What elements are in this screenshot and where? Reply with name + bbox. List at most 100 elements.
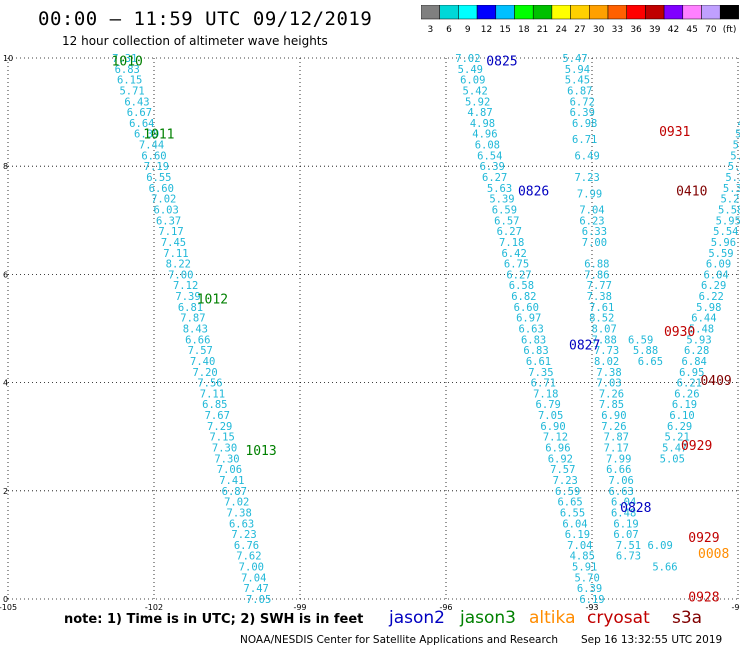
data-point-s3a: 5.60: [735, 129, 740, 141]
data-point-jason3: 6.03: [154, 204, 179, 216]
data-point-cryosat: 7.86: [584, 269, 609, 281]
data-point-jason2: 6.60: [514, 302, 539, 314]
note-text: note: 1) Time is in UTC; 2) SWH is in fe…: [64, 612, 364, 627]
data-point-cryosat: 6.72: [570, 96, 595, 108]
data-point-jason3: 7.23: [231, 529, 256, 541]
colorbar-tick-label: 15: [499, 25, 510, 35]
pass-label: 0825: [486, 55, 517, 70]
data-point-jason2: 6.39: [480, 161, 505, 173]
data-point-s3a: 5.11: [728, 161, 740, 173]
footer-timestamp: Sep 16 13:32:55 UTC 2019: [581, 634, 723, 646]
data-point-s3a: 5.23: [720, 194, 740, 206]
data-point-s3a: 5.21: [665, 432, 690, 444]
data-point-jason3: 7.44: [139, 140, 164, 152]
x-tick-label: -96: [439, 603, 452, 612]
data-point-jason2: 7.18: [533, 388, 558, 400]
data-point-jason2: 7.05: [538, 410, 563, 422]
data-point-cryosat: 6.88: [584, 259, 609, 271]
data-point-jason2: 6.90: [540, 421, 565, 433]
data-point-jason2: 6.55: [560, 507, 585, 519]
data-point-s3a: 6.84: [682, 356, 707, 368]
pass-label: 1013: [245, 444, 276, 459]
data-point-cryosat: 7.00: [582, 237, 607, 249]
data-point-jason3: 6.43: [124, 96, 149, 108]
data-point-s3a: 6.19: [672, 399, 697, 411]
data-point-jason3: 6.83: [115, 64, 140, 76]
colorbar-tick-label: 27: [574, 25, 585, 35]
data-point-jason2: 6.97: [516, 313, 541, 325]
pass-label: 0828: [620, 501, 651, 516]
data-point-cryosat: 6.33: [582, 226, 607, 238]
data-point-s3a: 6.44: [691, 313, 716, 325]
data-point-jason2: 6.58: [509, 280, 534, 292]
colorbar-tick-label: 21: [537, 25, 548, 35]
colorbar-swatch: [719, 5, 739, 20]
data-point-s3a: 5.38: [730, 150, 740, 162]
data-point-jason3: 7.47: [244, 583, 269, 595]
data-point-cryosat: 6.23: [579, 215, 604, 227]
data-point-jason2: 7.23: [553, 475, 578, 487]
pass-label: 0827: [569, 339, 600, 354]
data-point-cryosat: 7.03: [596, 378, 621, 390]
data-point-s3a: 5.38: [723, 183, 740, 195]
data-point-jason3: 7.45: [161, 237, 186, 249]
data-point-jason2: 6.57: [494, 215, 519, 227]
data-point-cryosat: 6.90: [601, 410, 626, 422]
data-point-jason2: 6.83: [521, 334, 546, 346]
data-point-cryosat: 8.52: [589, 313, 614, 325]
legend-s3a: s3a: [672, 608, 703, 628]
data-point-jason3: 7.19: [144, 161, 169, 173]
data-point-jason3: 7.39: [175, 291, 200, 303]
legend-jason3: jason3: [460, 608, 516, 628]
data-point-jason3: 6.15: [117, 75, 142, 87]
data-point-s3a: 6.29: [701, 280, 726, 292]
data-point-cryosat: 7.04: [579, 204, 604, 216]
data-point-jason2: 6.83: [523, 345, 548, 357]
data-point-jason3: 7.02: [151, 194, 176, 206]
data-point-jason3: 8.43: [183, 324, 208, 336]
data-point-cryosat: 5.94: [565, 64, 590, 76]
data-point-cryosat: 6.73: [616, 551, 641, 563]
data-point-cryosat: 7.51: [616, 540, 641, 552]
data-point-s3a: 5.81: [733, 140, 740, 152]
colorbar-tick-label: 6: [446, 25, 452, 35]
data-point-s3a: 5.30: [725, 172, 740, 184]
data-point-jason3: 7.15: [209, 432, 234, 444]
data-point-cryosat: 6.39: [570, 107, 595, 119]
data-point-jason3: 6.66: [185, 334, 210, 346]
data-point-jason2: 4.87: [467, 107, 492, 119]
data-point-cryosat: 7.88: [592, 334, 617, 346]
data-point-jason2: 6.27: [497, 226, 522, 238]
data-point-cryosat: 5.45: [565, 75, 590, 87]
data-point-s3a: 5.98: [696, 302, 721, 314]
colorbar-tick-label: 36: [630, 25, 642, 35]
data-point-cryosat: 7.77: [587, 280, 612, 292]
data-point-jason3: 7.29: [207, 421, 232, 433]
data-point-jason2: 5.91: [572, 562, 597, 574]
data-point-cryosat: 7.38: [596, 367, 621, 379]
data-point-s3a: 5.05: [660, 453, 685, 465]
data-point-jason3: 8.22: [166, 259, 191, 271]
data-point-cryosat: 7.26: [599, 388, 624, 400]
data-point-jason2: 5.49: [458, 64, 483, 76]
data-point-jason3: 6.81: [178, 302, 203, 314]
data-point-cryosat: 7.73: [594, 345, 619, 357]
colorbar-tick-label: 18: [518, 25, 530, 35]
data-point-jason3: 7.06: [217, 464, 242, 476]
data-point-jason2: 6.63: [519, 324, 544, 336]
data-point-jason2: 7.12: [543, 432, 568, 444]
data-point-jason3: 7.57: [188, 345, 213, 357]
data-point-s3a: 6.10: [669, 410, 694, 422]
x-tick-label: -99: [293, 603, 306, 612]
data-point-jason2: 7.02: [455, 53, 480, 65]
legend-cryosat: cryosat: [587, 608, 650, 628]
colorbar-tick-label: 42: [668, 25, 679, 35]
chart-subtitle: 12 hour collection of altimeter wave hei…: [62, 34, 328, 48]
data-point-jason3: 6.39: [134, 129, 159, 141]
data-point-jason3: 7.05: [246, 594, 271, 606]
data-point-jason2: 6.65: [557, 497, 582, 509]
data-point-jason3: 6.85: [202, 399, 227, 411]
data-point-jason2: 6.19: [579, 594, 604, 606]
data-point-jason3: 6.67: [127, 107, 152, 119]
data-point-jason2: 6.75: [504, 259, 529, 271]
